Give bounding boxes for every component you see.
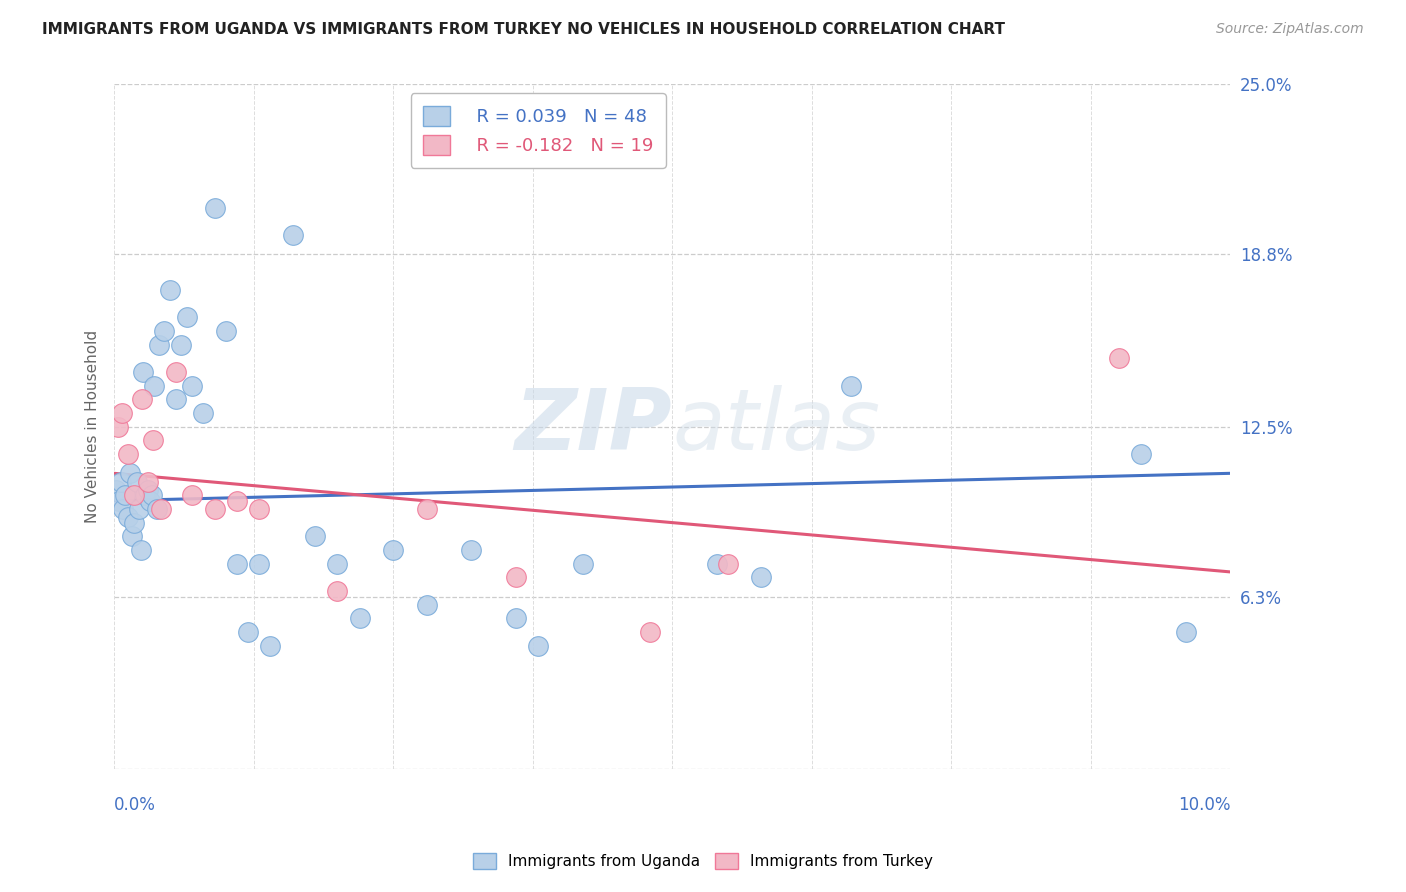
Point [204,502,226,516]
Point [124,488,146,502]
Text: 0.0%: 0.0% [114,797,156,814]
Point [751,570,773,584]
Point [572,557,595,571]
Point [349,611,371,625]
Text: ZIP: ZIP [515,385,672,468]
Point [460,543,482,558]
Point [505,570,527,584]
Point [165,365,187,379]
Point [143,378,166,392]
Point [226,493,249,508]
Point [638,625,661,640]
Point [247,557,270,571]
Point [117,510,139,524]
Point [117,447,139,461]
Point [129,543,152,558]
Point [141,488,163,502]
Point [131,392,153,407]
Point [706,557,728,571]
Point [139,493,162,508]
Point [281,228,304,243]
Point [112,502,135,516]
Legend: Immigrants from Uganda, Immigrants from Turkey: Immigrants from Uganda, Immigrants from … [467,847,939,875]
Point [181,488,204,502]
Point [105,483,128,497]
Point [170,337,193,351]
Point [111,406,134,420]
Point [326,584,349,599]
Point [326,557,349,571]
Text: atlas: atlas [672,385,880,468]
Point [145,502,167,516]
Point [107,493,129,508]
Point [415,598,437,612]
Point [124,516,146,530]
Point [150,502,173,516]
Point [204,201,226,215]
Point [176,310,198,325]
Point [153,324,176,338]
Point [236,625,259,640]
Legend:   R = 0.039   N = 48,   R = -0.182   N = 19: R = 0.039 N = 48, R = -0.182 N = 19 [411,94,666,168]
Point [1129,447,1152,461]
Point [259,639,281,653]
Point [181,378,204,392]
Point [148,337,170,351]
Point [527,639,550,653]
Point [134,488,156,502]
Point [226,557,249,571]
Point [136,483,159,497]
Point [159,283,181,297]
Point [125,475,148,489]
Point [136,475,159,489]
Point [128,502,150,516]
Point [1108,351,1130,366]
Point [114,488,136,502]
Text: 10.0%: 10.0% [1178,797,1230,814]
Point [107,419,129,434]
Point [304,529,326,543]
Text: IMMIGRANTS FROM UGANDA VS IMMIGRANTS FROM TURKEY NO VEHICLES IN HOUSEHOLD CORREL: IMMIGRANTS FROM UGANDA VS IMMIGRANTS FRO… [42,22,1005,37]
Point [142,434,165,448]
Point [1174,625,1197,640]
Point [215,324,238,338]
Point [118,467,141,481]
Point [121,529,143,543]
Y-axis label: No Vehicles in Household: No Vehicles in Household [86,330,100,524]
Point [415,502,437,516]
Point [717,557,740,571]
Point [165,392,187,407]
Point [110,475,132,489]
Point [132,365,155,379]
Point [382,543,405,558]
Point [839,378,862,392]
Point [247,502,270,516]
Point [505,611,527,625]
Text: Source: ZipAtlas.com: Source: ZipAtlas.com [1216,22,1364,37]
Point [193,406,215,420]
